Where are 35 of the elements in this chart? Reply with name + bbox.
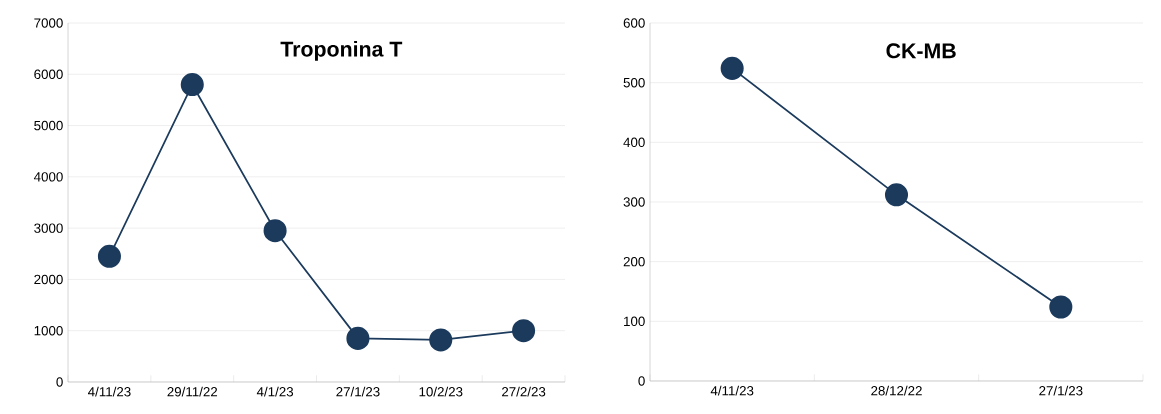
point	[1049, 295, 1073, 319]
y-tick-label: 100	[624, 316, 645, 327]
y-tick-label: 5000	[34, 120, 63, 131]
y-tick-label: 6000	[34, 69, 63, 80]
y-tick-label: 0	[56, 377, 63, 387]
x-tick-label: 10/2/23	[419, 386, 463, 397]
x-tick-label: 4/11/23	[88, 386, 131, 397]
y-tick-label: 1000	[34, 325, 63, 336]
y-tick-label: 600	[623, 18, 645, 28]
point	[512, 319, 536, 343]
x-tick-label: 28/12/22	[871, 385, 922, 396]
y-tick-label: 200	[623, 256, 645, 267]
y-tick-label: 0	[638, 376, 645, 386]
point	[429, 328, 453, 352]
text: Troponina T	[280, 40, 403, 61]
x-tick-label: 4/11/23	[710, 385, 754, 396]
y-tick-label: 300	[623, 197, 645, 207]
y-tick-label: 7000	[34, 18, 63, 28]
y-tick-label: 400	[623, 137, 645, 148]
x-tick-label: 27/1/23	[336, 386, 380, 397]
point	[263, 219, 287, 243]
y-tick-label: 500	[623, 77, 645, 88]
point	[180, 73, 204, 97]
x-tick-label: 27/1/23	[1039, 385, 1083, 396]
point	[884, 183, 909, 207]
x-tick-label: 27/2/23	[502, 386, 546, 397]
y-tick-label: 3000	[34, 223, 63, 233]
point	[346, 326, 370, 350]
y-tick-label: 2000	[34, 274, 63, 285]
text: CK-MB	[886, 43, 956, 59]
point	[97, 244, 121, 268]
y-tick-label: 4000	[33, 172, 63, 182]
point	[720, 56, 744, 80]
x-tick-label: 4/1/23	[256, 386, 294, 397]
x-tick-label: 29/11/22	[167, 386, 218, 397]
